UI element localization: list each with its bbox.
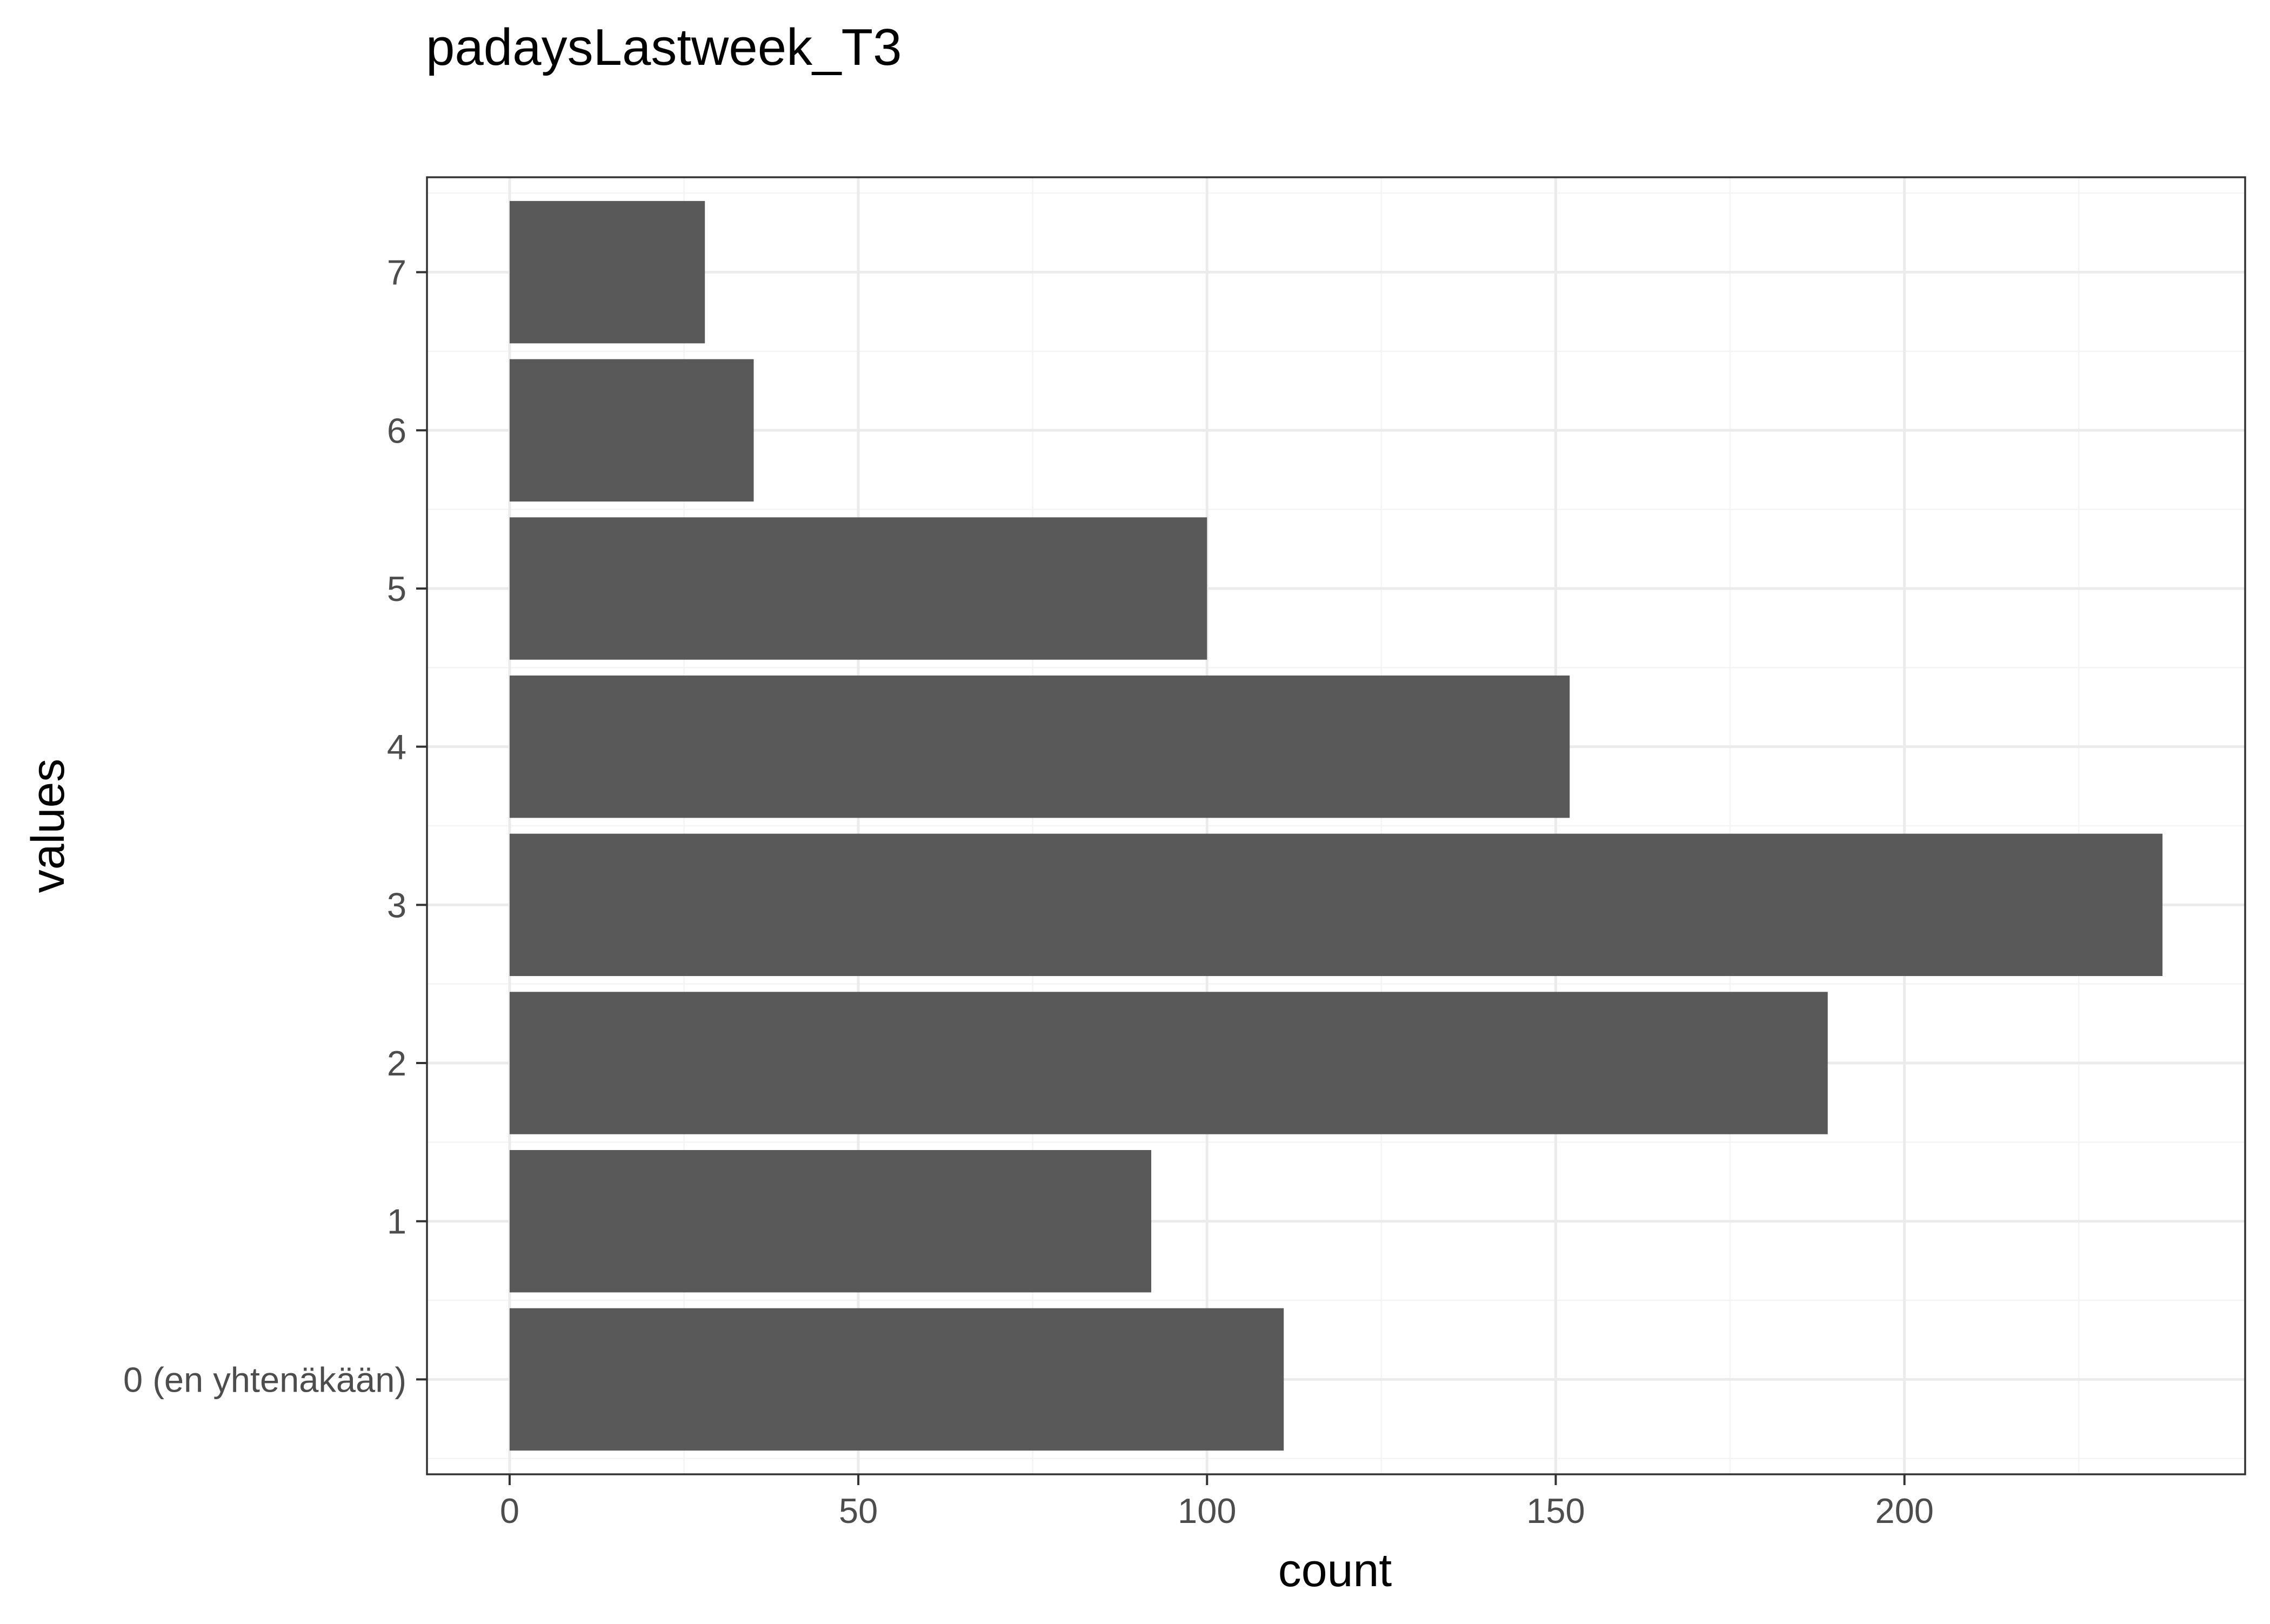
y-tick-label: 4	[387, 727, 406, 767]
bar-5	[509, 517, 1207, 660]
bar-6	[509, 359, 754, 502]
x-tick-label: 0	[500, 1491, 519, 1531]
x-tick-label: 100	[1178, 1491, 1236, 1531]
bar-1	[509, 1150, 1152, 1293]
y-tick-label: 2	[387, 1044, 406, 1083]
x-tick-label: 150	[1526, 1491, 1585, 1531]
plot-panel-border	[426, 176, 2246, 1475]
axes: 0 50 100 150 200 0 (en yhtenäkään) 1 2 3 4 5 6 7	[123, 253, 1934, 1531]
x-axis-title: count	[1278, 1545, 1392, 1596]
y-axis-title: values	[22, 759, 74, 893]
chart-title: padaysLastweek_T3	[426, 18, 902, 76]
y-tick-label: 6	[387, 411, 406, 450]
y-tick-label: 7	[387, 253, 406, 292]
bar-0	[509, 1308, 1284, 1451]
bar-4	[509, 675, 1570, 818]
y-tick-label: 5	[387, 569, 406, 609]
x-tick-label: 200	[1875, 1491, 1933, 1531]
bar-3	[509, 833, 2163, 977]
x-tick-label: 50	[839, 1491, 878, 1531]
bar-7	[509, 201, 705, 344]
bars	[509, 201, 2163, 1451]
y-tick-label: 0 (en yhtenäkään)	[123, 1360, 406, 1399]
bar-2	[509, 992, 1828, 1134]
y-tick-label: 3	[387, 885, 406, 925]
y-tick-label: 1	[387, 1202, 406, 1241]
